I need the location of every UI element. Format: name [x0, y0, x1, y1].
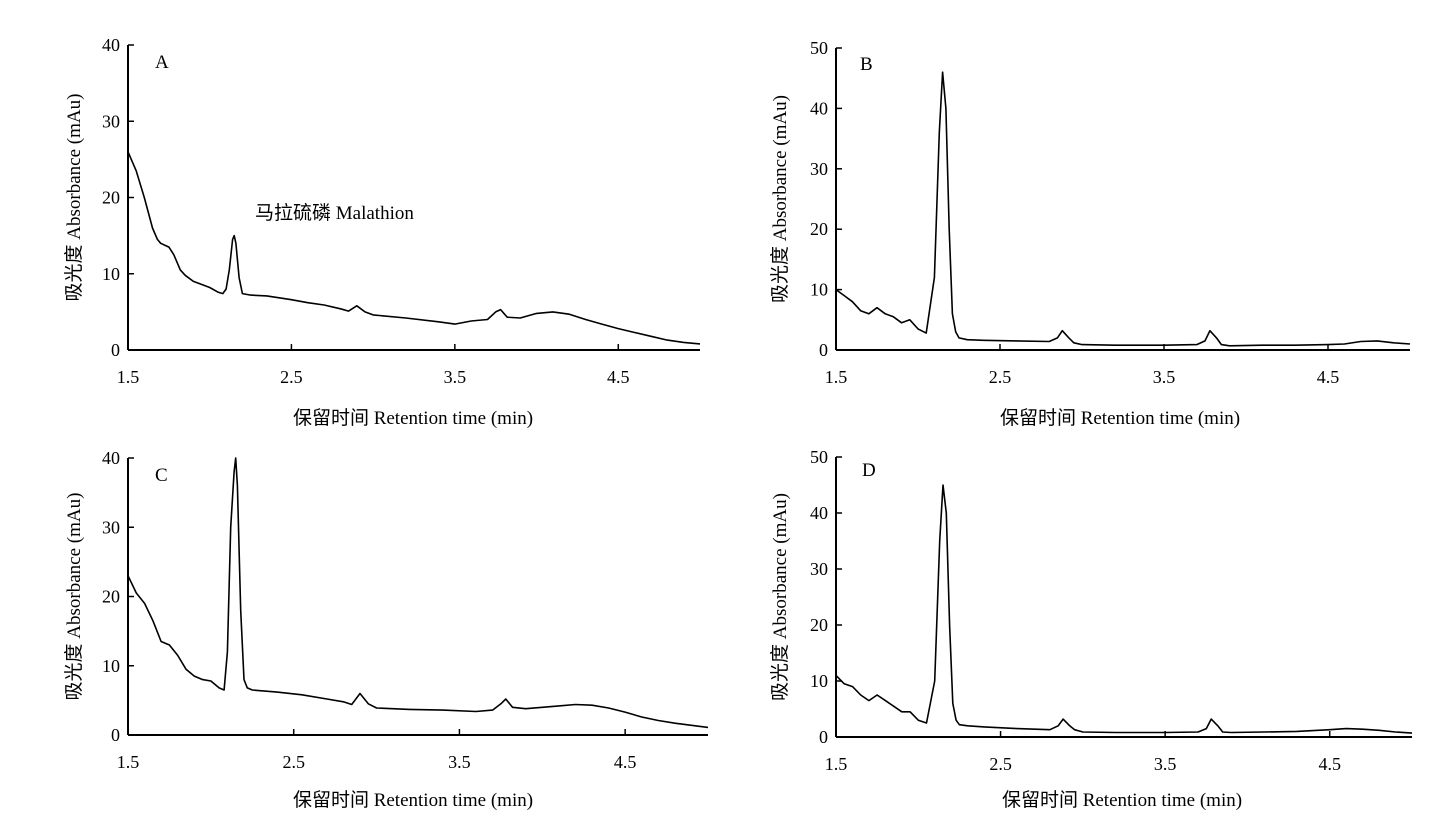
y-tick-label: 50: [810, 447, 828, 467]
chart-panel-a: 0 10 20 30 40 1.5 2.5 3.5 4.5 A 吸光度 Absorbance (mA…: [63, 35, 701, 429]
chart-panel-d: 0 10 20 30 40 50 1.5 2.5 3.5 4.5 D 吸光度 Absorbance (…: [769, 447, 1413, 811]
y-tick-label: 40: [810, 98, 828, 118]
x-tick-label: 4.5: [614, 752, 637, 772]
y-tick-label: 10: [810, 671, 828, 691]
chromatogram-line: [835, 484, 1413, 734]
peak-annotation: 马拉硫磷 Malathion: [255, 202, 414, 224]
y-tick-label: 0: [111, 725, 120, 745]
y-tick-label: 20: [810, 615, 828, 635]
x-tick-label: 2.5: [989, 754, 1012, 774]
panel-label: B: [860, 54, 873, 75]
y-tick-label: 10: [102, 656, 120, 676]
y-axis-label: 吸光度 Absorbance (mAu): [769, 493, 791, 701]
x-axis-label: 保留时间 Retention time (min): [293, 407, 533, 429]
x-tick-label: 4.5: [1318, 754, 1341, 774]
x-tick-label: 3.5: [1153, 367, 1176, 387]
x-axis-label: 保留时间 Retention time (min): [293, 789, 533, 811]
y-axis-label: 吸光度 Absorbance (mAu): [63, 94, 85, 302]
y-axis-label: 吸光度 Absorbance (mAu): [63, 493, 85, 701]
y-tick-label: 30: [102, 111, 120, 131]
x-tick-label: 2.5: [280, 367, 303, 387]
y-tick-label: 0: [819, 727, 828, 747]
y-tick-label: 10: [810, 280, 828, 300]
x-tick-label: 3.5: [448, 752, 471, 772]
panel-label: C: [155, 465, 168, 486]
y-tick-label: 40: [102, 448, 120, 468]
y-tick-label: 10: [102, 264, 120, 284]
chromatogram-line: [127, 151, 701, 345]
chart-panel-b: 0 10 20 30 40 50 1.5 2.5 3.5 4.5 B 吸光度 Absorbance (…: [769, 38, 1411, 429]
x-tick-label: 4.5: [1317, 367, 1340, 387]
x-tick-label: 1.5: [117, 752, 140, 772]
x-axis-label: 保留时间 Retention time (min): [1002, 789, 1242, 811]
x-tick-label: 1.5: [825, 754, 848, 774]
x-tick-label: 1.5: [825, 367, 848, 387]
y-tick-label: 0: [111, 340, 120, 360]
y-tick-label: 0: [819, 340, 828, 360]
y-tick-label: 30: [102, 517, 120, 537]
chromatogram-line: [127, 457, 709, 729]
y-tick-label: 40: [102, 35, 120, 55]
y-tick-label: 20: [102, 188, 120, 208]
chromatogram-line: [835, 71, 1411, 347]
panel-label: D: [862, 460, 876, 481]
y-tick-label: 20: [102, 587, 120, 607]
y-tick-label: 30: [810, 559, 828, 579]
y-tick-label: 40: [810, 503, 828, 523]
chart-panel-c: 0 10 20 30 40 1.5 2.5 3.5 4.5 C 吸光度 Absorbance (mA…: [63, 448, 709, 811]
x-tick-label: 2.5: [282, 752, 305, 772]
x-tick-label: 1.5: [117, 367, 140, 387]
x-tick-label: 3.5: [444, 367, 467, 387]
y-tick-label: 30: [810, 159, 828, 179]
y-axis-label: 吸光度 Absorbance (mAu): [769, 95, 791, 303]
x-tick-label: 3.5: [1154, 754, 1177, 774]
x-tick-label: 2.5: [989, 367, 1012, 387]
y-tick-label: 50: [810, 38, 828, 58]
panel-label: A: [155, 52, 169, 73]
x-tick-label: 4.5: [607, 367, 630, 387]
y-tick-label: 20: [810, 219, 828, 239]
x-axis-label: 保留时间 Retention time (min): [1000, 407, 1240, 429]
